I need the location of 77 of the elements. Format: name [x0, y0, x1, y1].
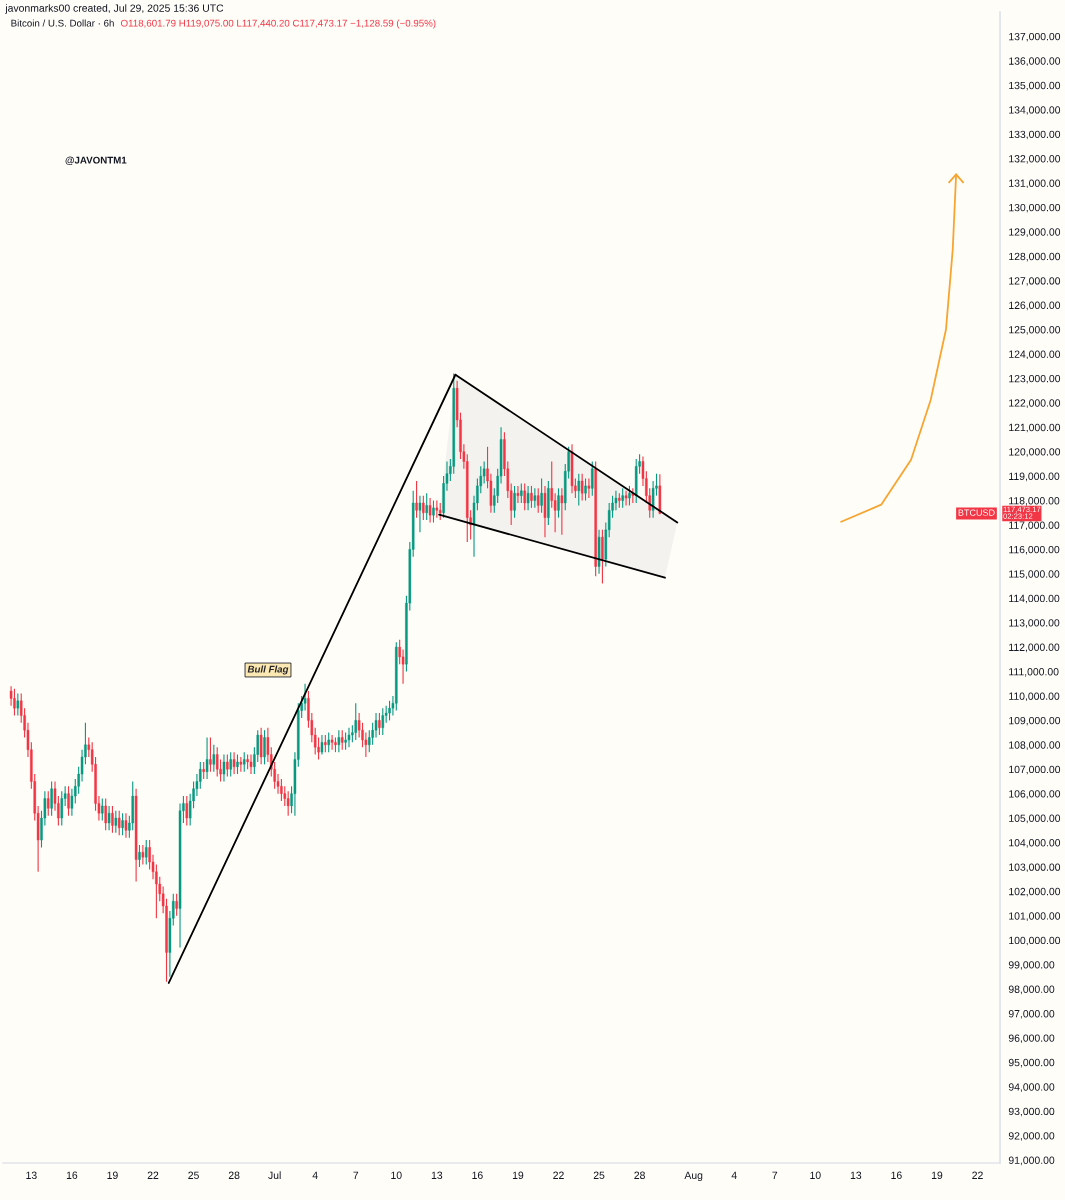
y-tick-label: 116,000.00: [1009, 545, 1060, 555]
text: O118,601.79 H119,075.00 L117,440.20 C117,473.17 −1,128.59 (−0.95%): [121, 19, 436, 29]
y-tick-label: 95,000.00: [1008, 1058, 1055, 1068]
y-tick-label: 129,000.00: [1009, 228, 1061, 237]
y-tick-label: 106,000.00: [1009, 790, 1061, 799]
x-tick-label: 28: [634, 1171, 645, 1179]
y-tick-label: 113,000.00: [1009, 619, 1060, 628]
y-tick-label: 112,000.00: [1009, 643, 1060, 653]
x-tick-label: 10: [810, 1171, 821, 1179]
y-tick-label: 124,000.00: [1009, 350, 1061, 360]
y-tick-label: 107,000.00: [1009, 765, 1061, 775]
x-tick-label: 22: [147, 1171, 159, 1179]
y-tick-label: 102,000.00: [1009, 887, 1061, 897]
y-tick-label: 135,000.00: [1009, 81, 1061, 91]
x-tick-label: 4: [312, 1171, 318, 1179]
y-tick-label: 118,000.00: [1009, 497, 1060, 506]
y-tick-label: 101,000.00: [1009, 912, 1061, 921]
annotation: javonmarks00 created, Jul 29, 2025 15:36 UTC: [5, 4, 224, 14]
y-tick-label: 99,000.00: [1008, 961, 1055, 970]
x-tick-label: 7: [772, 1171, 778, 1179]
y-tick-label: 119,000.00: [1009, 472, 1060, 482]
x-tick-label: 25: [593, 1171, 605, 1179]
x-tick-label: 19: [107, 1171, 118, 1179]
y-tick-label: 130,000.00: [1009, 203, 1061, 213]
x-tick-label: Aug: [684, 1171, 703, 1182]
y-tick-label: 105,000.00: [1009, 814, 1061, 824]
y-tick-label: 93,000.00: [1008, 1107, 1055, 1117]
annotation: Bull Flag: [247, 665, 289, 675]
y-tick-label: 96,000.00: [1008, 1034, 1055, 1044]
y-tick-label: 121,000.00: [1009, 423, 1061, 433]
y-tick-label: 134,000.00: [1009, 106, 1061, 115]
y-tick-label: 114,000.00: [1009, 594, 1060, 604]
y-tick-label: 109,000.00: [1009, 716, 1061, 726]
y-tick-label: 136,000.00: [1009, 57, 1061, 66]
x-tick-label: 4: [731, 1171, 737, 1179]
y-tick-label: 137,000.00: [1009, 32, 1061, 42]
x-tick-label: 22: [972, 1171, 983, 1179]
y-tick-label: 126,000.00: [1009, 301, 1061, 311]
x-tick-label: 25: [188, 1171, 199, 1179]
annotation: @JAVONTM1: [65, 156, 127, 166]
y-tick-label: 104,000.00: [1009, 839, 1061, 848]
y-tick-label: 127,000.00: [1009, 277, 1061, 286]
x-tick-label: Jul: [268, 1171, 281, 1179]
y-tick-label: 125,000.00: [1009, 326, 1061, 335]
x-tick-label: 13: [850, 1171, 862, 1179]
x-tick-label: 19: [931, 1171, 943, 1179]
y-tick-label: 131,000.00: [1009, 179, 1061, 189]
y-tick-label: 111,000.00: [1009, 668, 1059, 677]
y-tick-label: 100,000.00: [1009, 936, 1061, 946]
x-tick-label: 13: [26, 1171, 37, 1179]
x-tick-label: 7: [353, 1171, 359, 1179]
y-tick-label: 133,000.00: [1009, 130, 1061, 140]
y-tick-label: 110,000.00: [1009, 692, 1060, 702]
y-tick-label: 91,000.00: [1008, 1156, 1055, 1166]
y-tick-label: 122,000.00: [1009, 399, 1061, 408]
y-tick-label: 98,000.00: [1008, 985, 1055, 995]
y-tick-label: 123,000.00: [1009, 374, 1061, 384]
y-tick-label: 115,000.00: [1009, 570, 1060, 579]
x-tick-label: 22: [553, 1171, 564, 1179]
x-tick-label: 16: [891, 1171, 902, 1179]
x-tick-label: 28: [228, 1171, 240, 1179]
x-tick-label: 13: [431, 1171, 443, 1179]
y-tick-label: 103,000.00: [1009, 863, 1061, 873]
text: Bitcoin / U.S. Dollar · 6h: [11, 19, 114, 27]
y-tick-label: 132,000.00: [1009, 155, 1061, 164]
y-tick-label: 120,000.00: [1009, 448, 1061, 457]
y-tick-label: 97,000.00: [1008, 1010, 1055, 1019]
y-tick-label: 108,000.00: [1009, 741, 1061, 750]
x-tick-label: 19: [512, 1171, 524, 1179]
y-tick-label: 117,000.00: [1009, 521, 1060, 531]
y-tick-label: 128,000.00: [1009, 252, 1061, 262]
x-tick-label: 16: [66, 1171, 78, 1179]
x-tick-label: 16: [472, 1171, 483, 1179]
annotation: BTCUSD: [958, 509, 995, 516]
y-tick-label: 92,000.00: [1008, 1132, 1055, 1141]
x-tick-label: 10: [391, 1171, 402, 1179]
y-tick-label: 94,000.00: [1008, 1083, 1055, 1092]
